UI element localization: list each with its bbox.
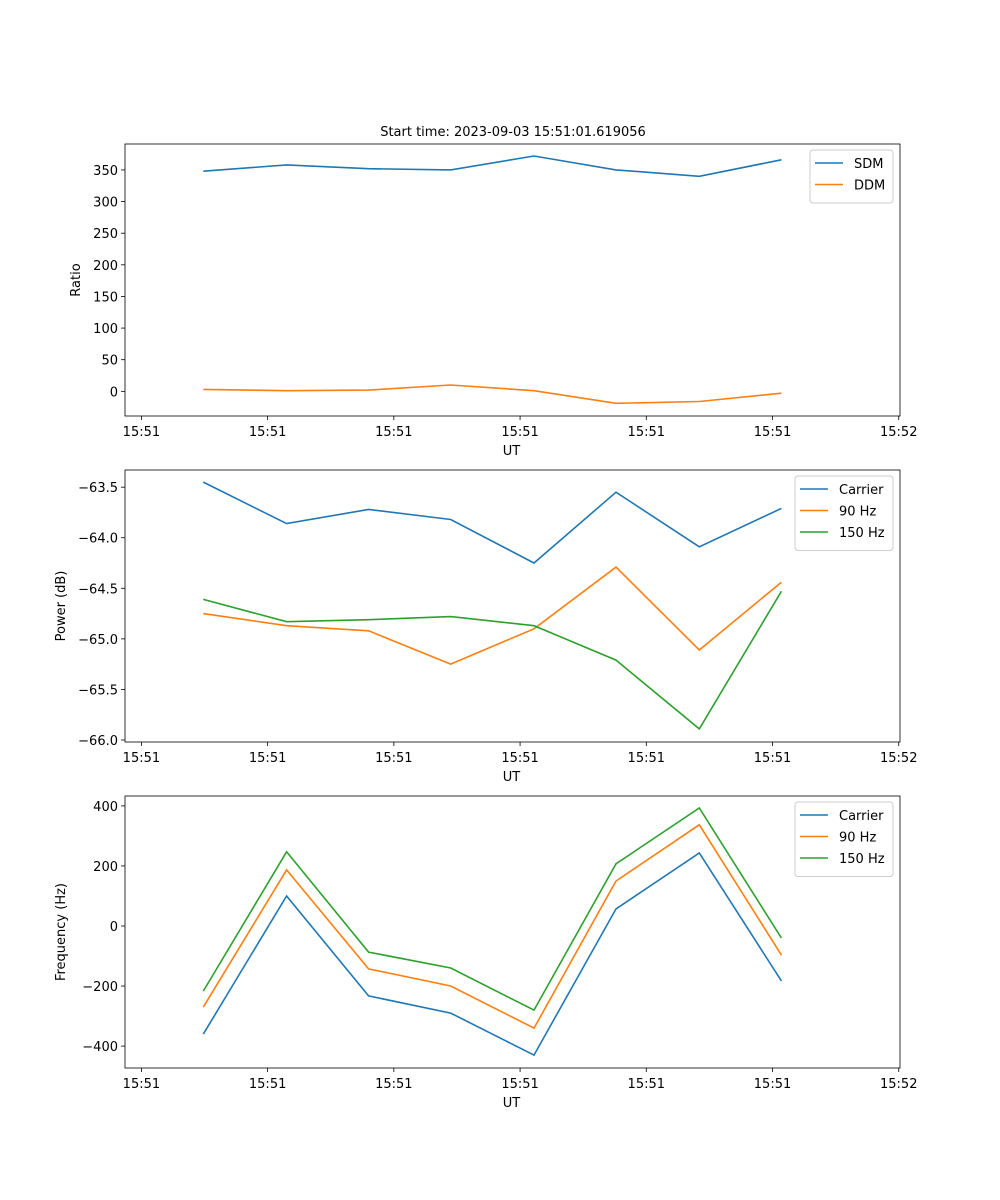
x-tick-label: 15:51 (249, 751, 286, 766)
y-tick-label: 50 (101, 354, 118, 369)
y-tick-label: 0 (110, 920, 118, 935)
y-tick-label: 150 (93, 290, 118, 305)
x-tick-label: 15:51 (501, 751, 538, 766)
legend-label: 150 Hz (839, 526, 885, 541)
y-axis-label: Frequency (Hz) (54, 883, 69, 981)
y-tick-label: 250 (93, 227, 118, 242)
x-tick-label: 15:51 (123, 425, 160, 440)
x-tick-label: 15:52 (880, 1077, 917, 1092)
y-tick-label: 0 (110, 385, 118, 400)
x-tick-label: 15:51 (754, 1077, 791, 1092)
x-tick-label: 15:51 (501, 425, 538, 440)
y-tick-label: −65.0 (78, 633, 118, 648)
y-axis-label: Power (dB) (54, 571, 69, 642)
legend: Carrier 90 Hz 150 Hz (794, 475, 894, 551)
y-tick-label: −63.5 (78, 481, 118, 496)
x-tick-label: 15:51 (249, 425, 286, 440)
series-line-carrier (202, 851, 783, 1057)
x-tick-label: 15:51 (123, 1077, 160, 1092)
y-tick-label: 400 (93, 800, 118, 815)
legend-label: 150 Hz (839, 852, 885, 867)
legend-label: Carrier (839, 483, 884, 498)
y-tick-label: −200 (82, 980, 118, 995)
x-axis-label: UT (503, 770, 521, 785)
legend: SDM DDM (809, 149, 894, 204)
x-tick-label: 15:51 (249, 1077, 286, 1092)
series-line-carrier (202, 481, 782, 564)
x-tick-label: 15:52 (880, 425, 917, 440)
x-axis-label: UT (503, 444, 521, 459)
y-tick-label: −64.0 (78, 532, 118, 547)
legend: Carrier 90 Hz 150 Hz (794, 801, 894, 877)
x-tick-label: 15:51 (375, 1077, 412, 1092)
x-tick-label: 15:51 (754, 751, 791, 766)
chart-title: Start time: 2023-09-03 15:51:01.619056 (380, 125, 646, 140)
axes-frame (124, 143, 901, 417)
series-line-150-hz (202, 806, 783, 1012)
series-line-90-hz (203, 566, 782, 665)
y-axis-label: Ratio (69, 263, 84, 296)
x-tick-label: 15:51 (123, 751, 160, 766)
series-line-150-hz (203, 590, 783, 731)
series-line-sdm (203, 155, 782, 178)
series-line-ddm (203, 384, 782, 405)
y-tick-label: −65.5 (78, 683, 118, 698)
legend-label: SDM (854, 157, 883, 172)
axes-frame (124, 469, 901, 743)
y-tick-label: 350 (93, 164, 118, 179)
subplot-1: 15:51 15:51 15:51 15:51 15:51 15:51 15:52 0 50 10… (69, 143, 917, 459)
x-tick-label: 15:51 (501, 1077, 538, 1092)
x-tick-label: 15:51 (628, 1077, 665, 1092)
x-tick-label: 15:51 (754, 425, 791, 440)
x-tick-label: 15:52 (880, 751, 917, 766)
x-axis-label: UT (503, 1096, 521, 1111)
y-tick-label: −66.0 (78, 734, 118, 749)
axes-frame (124, 795, 901, 1069)
x-tick-label: 15:51 (375, 751, 412, 766)
y-tick-label: 200 (93, 860, 118, 875)
x-tick-label: 15:51 (375, 425, 412, 440)
subplot-3: 15:51 15:51 15:51 15:51 15:51 15:51 15:52 −400 −… (54, 795, 917, 1111)
subplot-2: 15:51 15:51 15:51 15:51 15:51 15:51 15:52 −63.5… (54, 469, 917, 785)
y-tick-label: 300 (93, 196, 118, 211)
y-tick-label: 200 (93, 259, 118, 274)
legend-label: Carrier (839, 809, 884, 824)
y-tick-label: 100 (93, 322, 118, 337)
series-line-90-hz (202, 823, 783, 1030)
legend-label: 90 Hz (839, 831, 876, 846)
x-tick-label: 15:51 (628, 751, 665, 766)
y-tick-label: −400 (82, 1040, 118, 1055)
legend-label: DDM (854, 179, 885, 194)
y-tick-label: −64.5 (78, 582, 118, 597)
legend-label: 90 Hz (839, 505, 876, 520)
x-tick-label: 15:51 (628, 425, 665, 440)
